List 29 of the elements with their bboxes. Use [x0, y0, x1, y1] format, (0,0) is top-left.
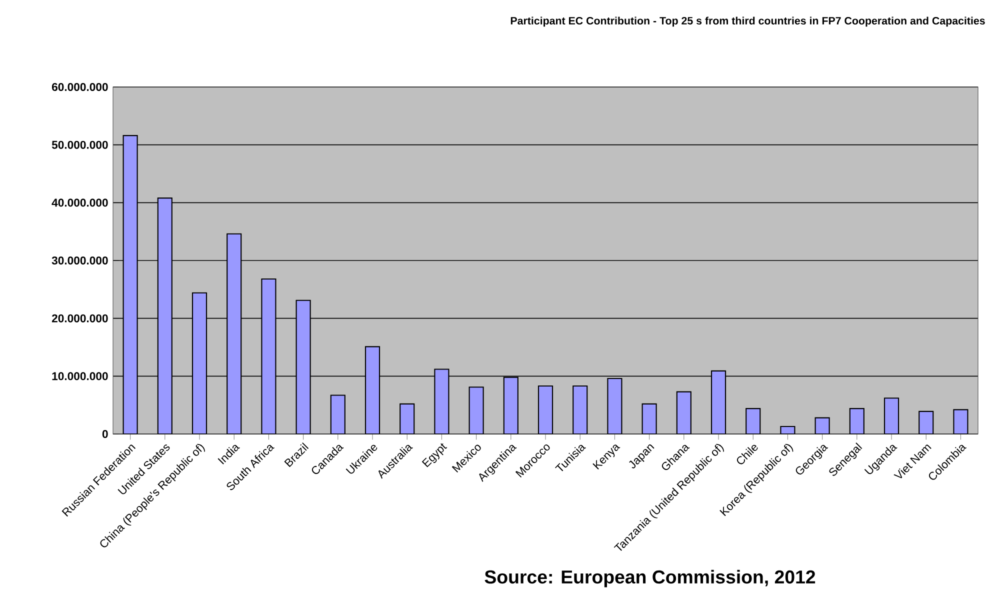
bar	[330, 394, 346, 434]
bar	[296, 300, 311, 434]
bar	[122, 135, 138, 434]
source-note: Source: European Commission, 2012	[484, 570, 816, 588]
bar	[468, 386, 484, 434]
bar	[261, 278, 276, 434]
bar	[710, 370, 726, 434]
bar	[538, 385, 554, 434]
chart-title: Participant EC Contribution - Top 25 s from third countries in FP7 Cooperation and Capacities	[510, 16, 985, 27]
y-tick-label: 50.000.000	[52, 140, 108, 149]
y-tick-label: 60.000.000	[52, 82, 108, 92]
bar	[572, 385, 588, 434]
y-tick-label: 10.000.000	[52, 372, 108, 380]
bar	[434, 368, 450, 434]
bar	[503, 376, 518, 434]
y-tick-label: 0	[102, 430, 108, 438]
y-tick-label: 40.000.000	[52, 198, 108, 207]
bar	[642, 403, 657, 434]
bar	[953, 409, 968, 434]
bar	[157, 198, 172, 434]
bar	[607, 378, 622, 434]
y-tick-label: 20.000.000	[52, 314, 108, 322]
bar	[192, 292, 208, 434]
y-tick-label: 30.000.000	[52, 256, 108, 265]
bar	[400, 403, 415, 434]
bar	[226, 233, 242, 434]
bar	[884, 398, 900, 434]
bar	[364, 346, 380, 434]
bar	[676, 391, 692, 434]
